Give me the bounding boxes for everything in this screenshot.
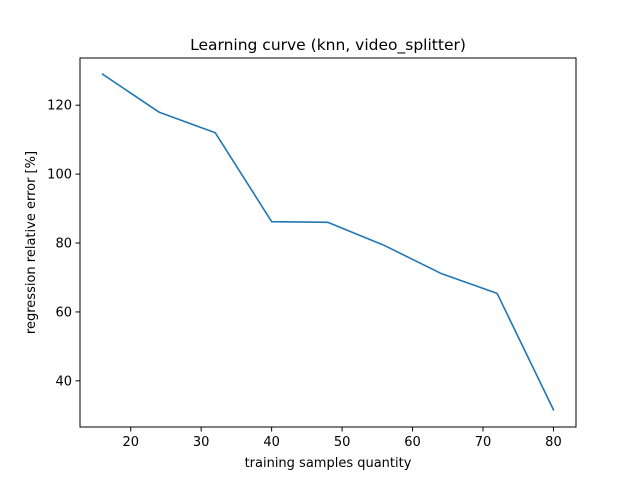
x-tick-label: 50 [334, 435, 351, 450]
series-line [101, 73, 555, 411]
plot-frame [79, 57, 577, 428]
y-axis-label: regression relative error [%] [24, 151, 39, 334]
y-tick-label: 40 [55, 374, 72, 389]
x-tick-label: 30 [193, 435, 210, 450]
plot-area [80, 58, 576, 427]
x-tick-label: 20 [122, 435, 139, 450]
x-axis-ticks: 20 30 40 50 60 70 80 [122, 427, 562, 450]
series-layer [101, 73, 555, 411]
x-tick-label: 60 [404, 435, 421, 450]
chart-title: Learning curve (knn, video_splitter) [190, 36, 466, 55]
y-tick-label: 100 [47, 168, 72, 183]
y-tick-label: 80 [55, 237, 72, 252]
x-axis-label: training samples quantity [245, 456, 412, 471]
x-tick-label: 80 [545, 435, 562, 450]
x-tick-label: 40 [263, 435, 280, 450]
y-tick-label: 120 [47, 99, 72, 114]
y-axis-ticks: 40 60 80 100 120 [47, 99, 80, 389]
y-tick-label: 60 [55, 305, 72, 320]
x-tick-label: 70 [475, 435, 492, 450]
